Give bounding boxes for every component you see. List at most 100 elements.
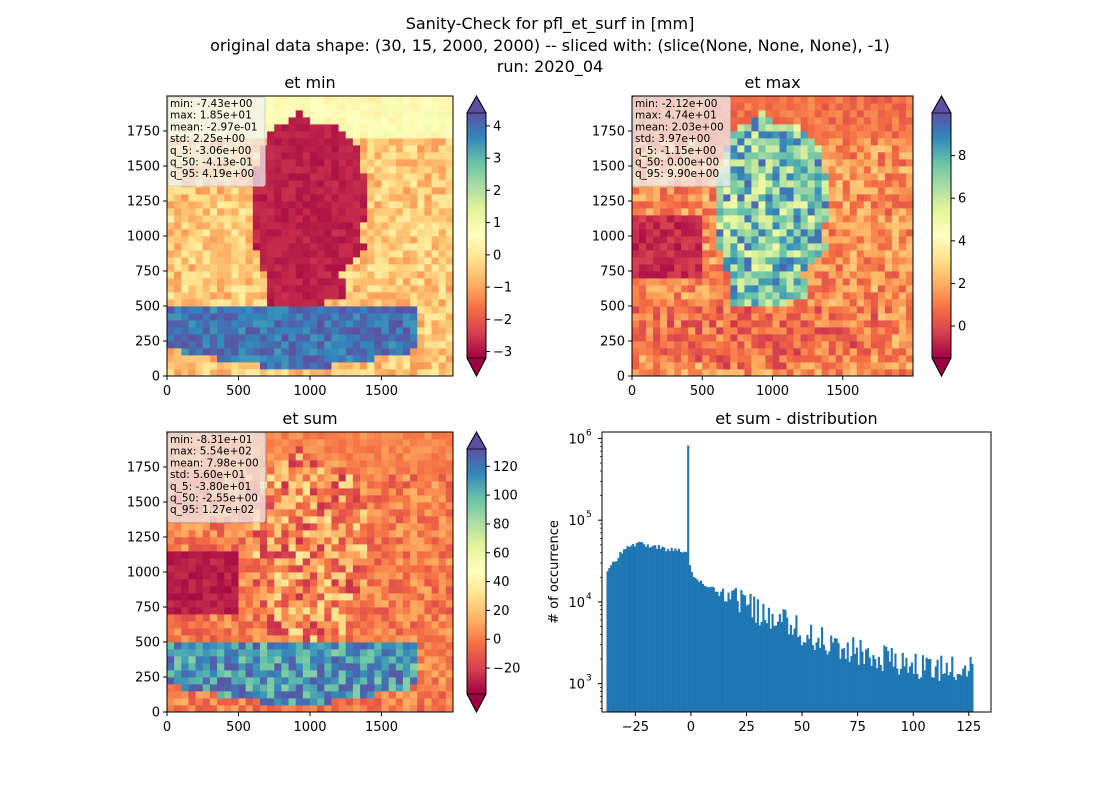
heatmap-cell [252,614,261,622]
heatmap-cell [800,236,809,244]
heatmap-cell [217,649,225,657]
heatmap-cell [424,558,432,566]
heatmap-cell [388,698,397,706]
heatmap-cell [381,649,390,657]
heatmap-cell [395,642,404,650]
heatmap-cell [751,369,759,377]
heatmap-cell [424,607,432,615]
heatmap-cell [765,117,773,125]
heatmap-cell [758,285,766,293]
heatmap-cell [217,656,225,664]
heatmap-cell [267,229,275,237]
heatmap-cell [345,677,354,685]
heatmap-cell [231,334,239,342]
heatmap-cell [295,621,304,629]
heatmap-cell [765,96,773,104]
heatmap-cell [417,250,425,258]
heatmap-cell [360,432,368,440]
heatmap-cell [338,96,347,104]
heatmap-cell [632,187,640,195]
heatmap-cell [360,579,368,587]
heatmap-cell [877,180,886,188]
heatmap-cell [167,341,175,349]
heatmap-cell [751,250,759,258]
heatmap-cell [388,635,397,643]
heatmap-cell [800,96,809,104]
heatmap-cell [288,516,297,524]
heatmap-cell [431,103,440,111]
heatmap-cell [245,285,254,293]
heatmap-cell [231,271,239,279]
heatmap-cell [395,299,404,307]
heatmap-cell [674,222,682,230]
heatmap-cell [381,131,390,139]
heatmap-cell [302,110,311,118]
heatmap-cell [295,306,304,314]
heatmap-cell [870,348,879,356]
heatmap-cell [445,355,454,363]
heatmap-cell [352,299,361,307]
heatmap-cell [639,264,647,272]
heatmap-cell [310,656,318,664]
heatmap-cell [388,649,397,657]
heatmap-cell [209,663,218,671]
heatmap-cell [438,439,447,447]
heatmap-cell [793,306,801,314]
heatmap-cell [891,250,900,258]
colorbar-extend-max [466,95,487,114]
heatmap-cell [209,586,218,594]
heatmap-cell [445,453,454,461]
heatmap-cell [828,124,837,132]
heatmap-cell [310,705,318,713]
heatmap-cell [786,208,794,216]
heatmap-cell [695,341,703,349]
heatmap-cell [245,600,254,608]
heatmap-cell [772,320,780,328]
heatmap-cell [345,628,354,636]
heatmap-cell [870,271,879,279]
heatmap-cell [345,110,354,118]
heatmap-cell [267,166,275,174]
heatmap-cell [374,565,382,573]
heatmap-cell [410,488,418,496]
heatmap-cell [345,208,354,216]
heatmap-cell [338,544,347,552]
heatmap-cell [438,670,447,678]
heatmap-cell [259,243,268,251]
heatmap-cell [402,362,411,370]
heatmap-cell [331,285,339,293]
heatmap-cell [310,544,318,552]
heatmap-cell [438,117,447,125]
heatmap-cell [302,229,311,237]
heatmap-cell [267,565,275,573]
heatmap-cell [877,145,886,153]
heatmap-cell [667,250,675,258]
heatmap-cell [202,593,211,601]
heatmap-cell [245,299,254,307]
heatmap-cell [800,320,809,328]
heatmap-cell [870,250,879,258]
heatmap-cell [744,369,752,377]
heatmap-cell [302,208,311,216]
heatmap-cell [884,194,893,202]
heatmap-cell [381,138,390,146]
heatmap-cell [660,278,668,286]
heatmap-cell [267,110,275,118]
heatmap-cell [877,229,886,237]
heatmap-cell [224,537,232,545]
heatmap-cell [338,271,347,279]
heatmap-cell [395,537,404,545]
heatmap-cell [653,264,661,272]
heatmap-cell [898,159,907,167]
heatmap-cell [345,551,354,559]
heatmap-cell [167,635,175,643]
heatmap-cell [417,355,425,363]
heatmap-cell [424,320,432,328]
heatmap-cell [402,96,411,104]
histogram-bar [624,548,627,712]
heatmap-cell [360,663,368,671]
heatmap-cell [688,250,696,258]
heatmap-cell [352,509,361,517]
heatmap-cell [381,201,390,209]
heatmap-cell [381,621,390,629]
